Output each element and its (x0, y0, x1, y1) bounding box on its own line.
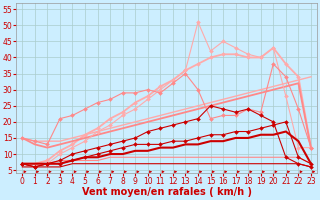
X-axis label: Vent moyen/en rafales ( km/h ): Vent moyen/en rafales ( km/h ) (82, 187, 252, 197)
